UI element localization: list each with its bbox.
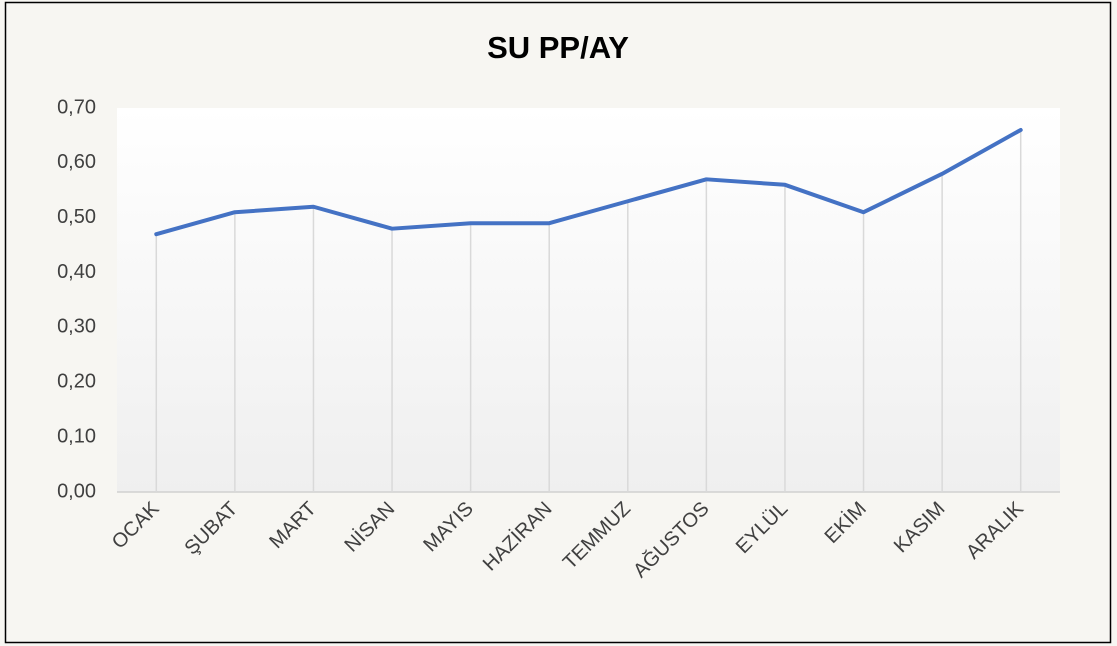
y-tick-label: 0,10 — [57, 425, 96, 447]
y-tick-label: 0,40 — [57, 261, 96, 283]
y-tick-label: 0,70 — [57, 96, 96, 118]
chart-title: SU PP/AY — [487, 30, 629, 65]
line-series — [154, 127, 1023, 237]
y-tick-label: 0,60 — [57, 151, 96, 173]
plot-area — [117, 108, 1060, 492]
y-tick-label: 0,30 — [57, 316, 96, 338]
y-tick-label: 0,20 — [57, 371, 96, 393]
y-tick-label: 0,50 — [57, 206, 96, 228]
y-tick-label: 0,00 — [57, 480, 96, 502]
